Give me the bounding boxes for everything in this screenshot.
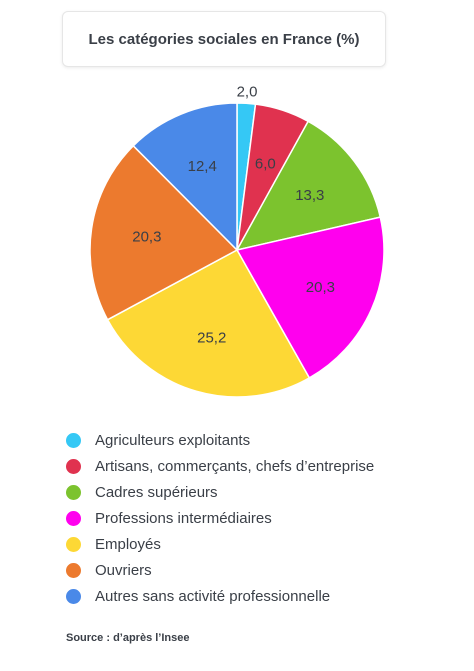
legend-swatch — [66, 458, 81, 474]
pie-slice — [106, 248, 311, 398]
legend-item: Ouvriers — [66, 557, 374, 583]
slice-value-label: 25,2 — [197, 330, 226, 347]
legend-label: Cadres supérieurs — [95, 483, 218, 501]
legend-swatch — [66, 562, 81, 578]
pie-slice — [132, 102, 238, 252]
pie-slice — [235, 216, 385, 379]
legend-item: Employés — [66, 531, 374, 557]
legend-swatch — [66, 536, 81, 552]
legend-label: Agriculteurs exploitants — [95, 431, 251, 449]
slice-value-label: 20,3 — [306, 279, 335, 296]
legend-label: Artisans, commerçants, chefs d’entrepris… — [95, 457, 375, 475]
legend-label: Autres sans activité professionnelle — [95, 587, 331, 605]
pie-slice — [235, 120, 382, 252]
slice-value-label: 12,4 — [188, 158, 217, 175]
legend-item: Artisans, commerçants, chefs d’entrepris… — [66, 453, 374, 479]
legend-swatch — [66, 484, 81, 500]
chart-title: Les catégories sociales en France (%) — [88, 30, 360, 48]
legend-swatch — [66, 588, 81, 604]
slice-value-label: 13,3 — [295, 187, 324, 204]
slice-value-label: 20,3 — [132, 229, 161, 246]
legend-swatch — [66, 432, 81, 448]
slice-value-label: 2,0 — [237, 83, 258, 100]
legend-item: Professions intermédiaires — [66, 505, 374, 531]
legend-label: Professions intermédiaires — [95, 509, 272, 527]
legend-item: Agriculteurs exploitants — [66, 427, 374, 453]
pie-chart: 2,0 6,0 13,3 20,3 25,2 20,3 12,4 — [89, 83, 385, 398]
chart-title-box: Les catégories sociales en France (%) — [62, 11, 386, 67]
pie-slice — [89, 144, 239, 321]
legend-label: Ouvriers — [95, 561, 152, 579]
legend-swatch — [66, 510, 81, 526]
legend-item: Autres sans activité professionnelle — [66, 583, 374, 609]
legend-label: Employés — [95, 535, 161, 553]
legend-item: Cadres supérieurs — [66, 479, 374, 505]
slice-value-label: 6,0 — [255, 155, 276, 172]
source-note: Source : d’après l’Insee — [66, 632, 190, 644]
chart-legend: Agriculteurs exploitants Artisans, comme… — [66, 427, 374, 609]
